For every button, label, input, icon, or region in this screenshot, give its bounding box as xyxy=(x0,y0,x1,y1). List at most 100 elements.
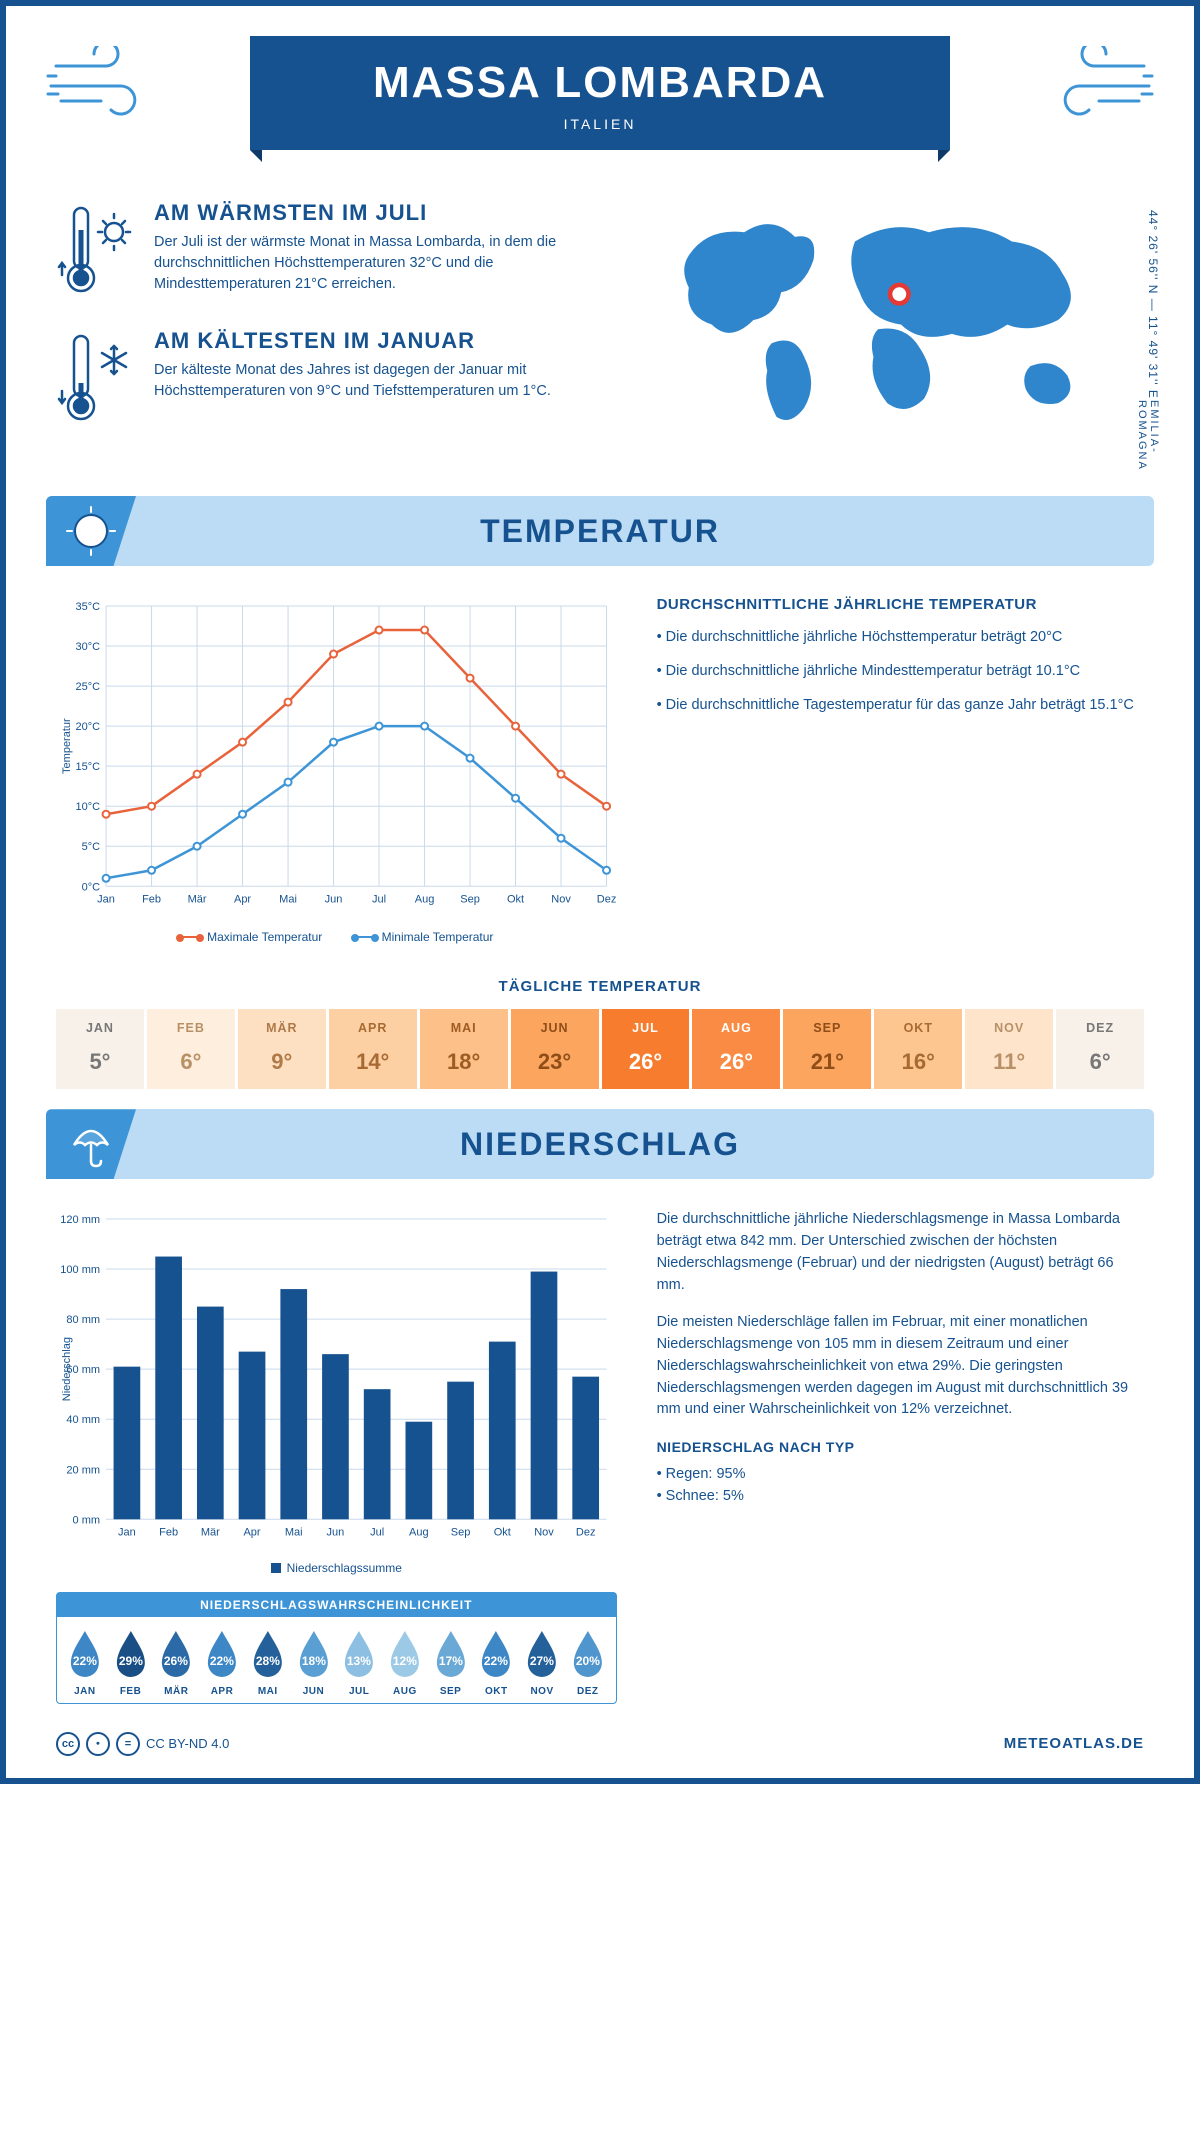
coldest-fact: AM KÄLTESTEN IM JANUAR Der kälteste Mona… xyxy=(56,328,610,428)
daily-cell-okt: OKT16° xyxy=(874,1009,962,1089)
svg-text:Dez: Dez xyxy=(597,893,617,905)
svg-text:22%: 22% xyxy=(73,1654,97,1668)
svg-text:0 mm: 0 mm xyxy=(73,1515,101,1527)
temp-bullet-3: • Die durchschnittliche Tagestemperatur … xyxy=(657,695,1144,717)
svg-text:Okt: Okt xyxy=(507,893,524,905)
thermometer-cold-icon xyxy=(56,328,136,428)
precipitation-title: NIEDERSCHLAG xyxy=(460,1126,740,1163)
svg-text:Mai: Mai xyxy=(279,893,297,905)
cc-icon: cc xyxy=(56,1732,80,1756)
warmest-fact: AM WÄRMSTEN IM JULI Der Juli ist der wär… xyxy=(56,200,610,300)
daily-cell-jan: JAN5° xyxy=(56,1009,144,1089)
svg-text:Jul: Jul xyxy=(370,1527,384,1539)
drop-dez: 20% DEZ xyxy=(566,1627,610,1697)
svg-text:Feb: Feb xyxy=(159,1527,178,1539)
temp-bullet-1: • Die durchschnittliche jährliche Höchst… xyxy=(657,627,1144,649)
legend-min: Minimale Temperatur xyxy=(382,930,494,944)
svg-text:25°C: 25°C xyxy=(75,681,100,693)
drop-okt: 22% OKT xyxy=(474,1627,518,1697)
svg-text:35°C: 35°C xyxy=(75,601,100,613)
svg-text:Niederschlag: Niederschlag xyxy=(61,1337,73,1401)
site-name: METEOATLAS.DE xyxy=(1004,1735,1144,1752)
svg-text:28%: 28% xyxy=(256,1654,280,1668)
coldest-title: AM KÄLTESTEN IM JANUAR xyxy=(154,328,610,354)
drop-nov: 27% NOV xyxy=(520,1627,564,1697)
location-marker xyxy=(890,285,908,303)
temp-legend: Maximale Temperatur Minimale Temperatur xyxy=(56,927,617,944)
precipitation-section-header: NIEDERSCHLAG xyxy=(46,1109,1154,1179)
sun-icon xyxy=(64,504,118,558)
svg-text:20%: 20% xyxy=(576,1654,600,1668)
svg-text:Jan: Jan xyxy=(97,893,115,905)
svg-text:22%: 22% xyxy=(210,1654,234,1668)
probability-box: NIEDERSCHLAGSWAHRSCHEINLICHKEIT 22% JAN … xyxy=(56,1592,617,1704)
svg-text:20 mm: 20 mm xyxy=(66,1465,100,1477)
svg-text:27%: 27% xyxy=(530,1654,554,1668)
precip-para-2: Die meisten Niederschläge fallen im Febr… xyxy=(657,1312,1144,1421)
city-title: MASSA LOMBARDA xyxy=(280,58,920,108)
drop-sep: 17% SEP xyxy=(429,1627,473,1697)
svg-text:40 mm: 40 mm xyxy=(66,1415,100,1427)
temperature-line-chart: 0°C5°C10°C15°C20°C25°C30°C35°CJanFebMärA… xyxy=(56,596,617,916)
drop-mai: 28% MAI xyxy=(246,1627,290,1697)
svg-text:22%: 22% xyxy=(484,1654,508,1668)
svg-text:120 mm: 120 mm xyxy=(60,1214,100,1226)
coldest-text: Der kälteste Monat des Jahres ist dagege… xyxy=(154,360,610,402)
svg-text:Feb: Feb xyxy=(142,893,161,905)
precip-type-title: NIEDERSCHLAG NACH TYP xyxy=(657,1437,1144,1458)
svg-text:Mär: Mär xyxy=(188,893,207,905)
license-text: CC BY-ND 4.0 xyxy=(146,1736,229,1751)
daily-cell-sep: SEP21° xyxy=(783,1009,871,1089)
precipitation-bar-chart: 0 mm20 mm40 mm60 mm80 mm100 mm120 mmJanF… xyxy=(56,1209,617,1549)
svg-text:Apr: Apr xyxy=(243,1527,260,1539)
by-icon: 🞄 xyxy=(86,1732,110,1756)
precip-type-2: • Schnee: 5% xyxy=(657,1486,1144,1508)
daily-cell-nov: NOV11° xyxy=(965,1009,1053,1089)
svg-text:30°C: 30°C xyxy=(75,641,100,653)
precip-para-1: Die durchschnittliche jährliche Niedersc… xyxy=(657,1209,1144,1296)
svg-text:29%: 29% xyxy=(119,1654,143,1668)
thermometer-hot-icon xyxy=(56,200,136,300)
probability-title: NIEDERSCHLAGSWAHRSCHEINLICHKEIT xyxy=(57,1593,616,1617)
daily-cell-jun: JUN23° xyxy=(511,1009,599,1089)
svg-text:Jun: Jun xyxy=(327,1527,345,1539)
svg-text:0°C: 0°C xyxy=(82,881,101,893)
svg-text:100 mm: 100 mm xyxy=(60,1264,100,1276)
daily-cell-feb: FEB6° xyxy=(147,1009,235,1089)
svg-text:10°C: 10°C xyxy=(75,801,100,813)
svg-text:12%: 12% xyxy=(393,1654,417,1668)
svg-text:Dez: Dez xyxy=(576,1527,596,1539)
svg-text:Nov: Nov xyxy=(551,893,571,905)
daily-cell-dez: DEZ6° xyxy=(1056,1009,1144,1089)
legend-max: Maximale Temperatur xyxy=(207,930,322,944)
drop-jan: 22% JAN xyxy=(63,1627,107,1697)
daily-cell-mai: MAI18° xyxy=(420,1009,508,1089)
svg-text:Mär: Mär xyxy=(201,1527,220,1539)
temperature-section-header: TEMPERATUR xyxy=(46,496,1154,566)
license-block: cc 🞄 = CC BY-ND 4.0 xyxy=(56,1732,229,1756)
footer: cc 🞄 = CC BY-ND 4.0 METEOATLAS.DE xyxy=(6,1714,1194,1778)
svg-text:Aug: Aug xyxy=(409,1527,429,1539)
temperature-title: TEMPERATUR xyxy=(480,513,720,550)
region-label: EMILIA-ROMAGNA xyxy=(1136,400,1160,471)
drop-mär: 26% MÄR xyxy=(154,1627,198,1697)
wind-icon-right xyxy=(1034,46,1154,126)
legend-precip: Niederschlagssumme xyxy=(287,1561,402,1575)
svg-text:Jul: Jul xyxy=(372,893,386,905)
nd-icon: = xyxy=(116,1732,140,1756)
svg-text:Temperatur: Temperatur xyxy=(61,718,73,774)
infographic-page: MASSA LOMBARDA ITALIEN AM WÄRMSTEN IM JU… xyxy=(0,0,1200,1784)
wind-icon-left xyxy=(46,46,166,126)
daily-cell-mär: MÄR9° xyxy=(238,1009,326,1089)
daily-cell-jul: JUL26° xyxy=(602,1009,690,1089)
svg-text:26%: 26% xyxy=(164,1654,188,1668)
temp-bullet-2: • Die durchschnittliche jährliche Mindes… xyxy=(657,661,1144,683)
umbrella-icon xyxy=(66,1119,116,1169)
warmest-text: Der Juli ist der wärmste Monat in Massa … xyxy=(154,232,610,295)
svg-text:17%: 17% xyxy=(439,1654,463,1668)
svg-text:Nov: Nov xyxy=(534,1527,554,1539)
svg-text:15°C: 15°C xyxy=(75,761,100,773)
svg-text:Jun: Jun xyxy=(325,893,343,905)
drop-jul: 13% JUL xyxy=(337,1627,381,1697)
precip-type-1: • Regen: 95% xyxy=(657,1464,1144,1486)
